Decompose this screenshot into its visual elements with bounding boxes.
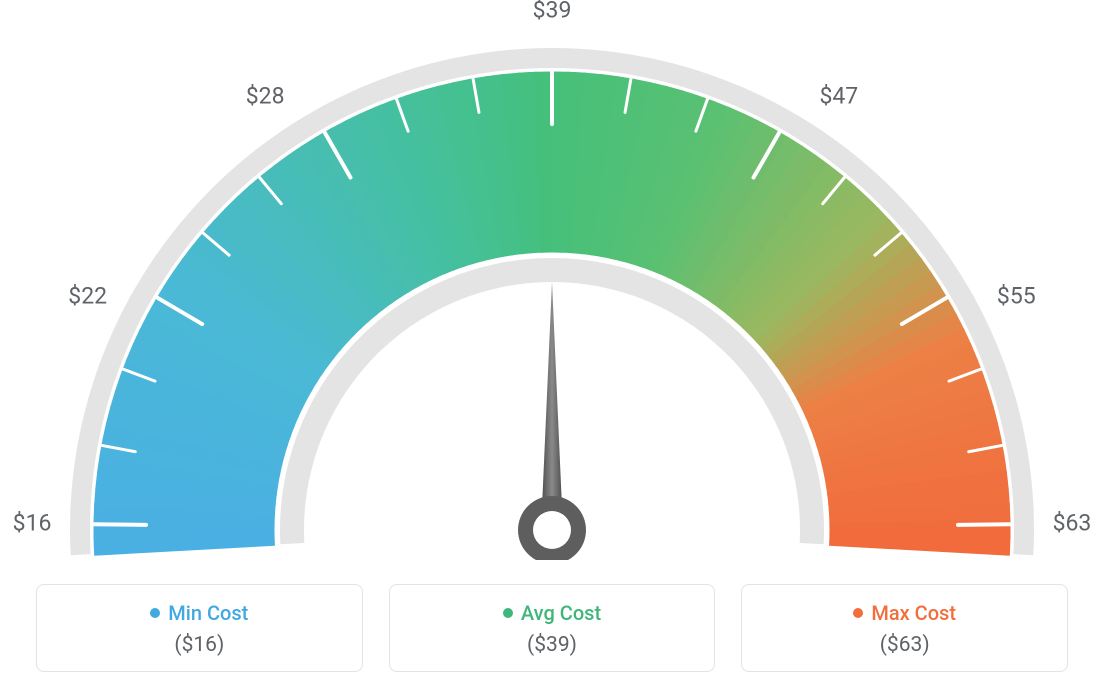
gauge-tick-label: $16 — [13, 510, 52, 537]
cost-gauge: $16 $22 $28 $39 $47 $55 $63 — [0, 0, 1104, 560]
dot-icon — [503, 608, 513, 618]
legend-value: ($39) — [400, 633, 705, 657]
legend-card-max: Max Cost ($63) — [741, 584, 1068, 672]
gauge-tick-label: $28 — [246, 83, 285, 110]
gauge-tick-label: $55 — [997, 282, 1036, 309]
dot-icon — [150, 608, 160, 618]
gauge-svg — [0, 0, 1104, 560]
legend-title-min: Min Cost — [150, 601, 248, 625]
gauge-tick-label: $22 — [68, 282, 107, 309]
dot-icon — [853, 608, 863, 618]
legend-value: ($63) — [752, 633, 1057, 657]
gauge-tick-label: $63 — [1053, 510, 1092, 537]
legend-row: Min Cost ($16) Avg Cost ($39) Max Cost (… — [0, 584, 1104, 672]
legend-title-avg: Avg Cost — [503, 601, 601, 625]
legend-card-min: Min Cost ($16) — [36, 584, 363, 672]
legend-label: Min Cost — [168, 601, 248, 625]
legend-value: ($16) — [47, 633, 352, 657]
legend-label: Avg Cost — [521, 601, 601, 625]
gauge-tick-label: $47 — [819, 83, 858, 110]
gauge-tick-label: $39 — [533, 0, 572, 24]
legend-card-avg: Avg Cost ($39) — [389, 584, 716, 672]
legend-label: Max Cost — [871, 601, 956, 625]
legend-title-max: Max Cost — [853, 601, 956, 625]
